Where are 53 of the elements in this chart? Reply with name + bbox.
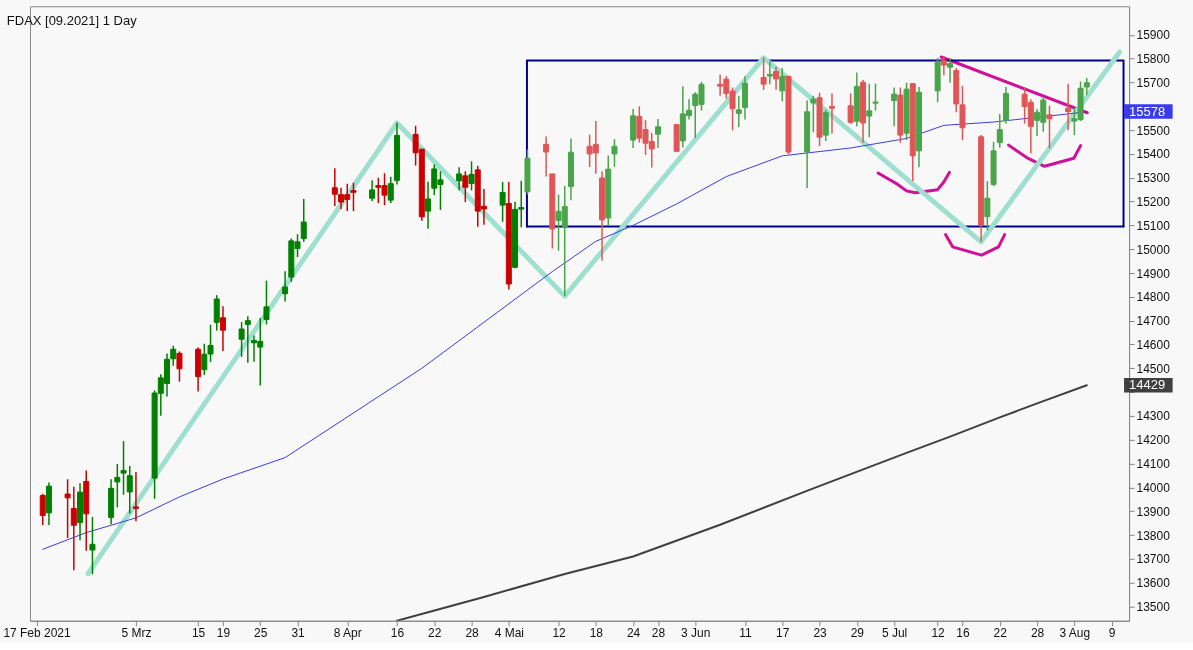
x-tick-label: 8 Apr — [333, 626, 362, 641]
x-tick-label: 4 Mai — [494, 626, 524, 641]
y-tick-label: 13700 — [1136, 552, 1171, 567]
x-tick-label: 25 — [254, 626, 268, 641]
x-tick-label: 31 — [291, 626, 306, 641]
x-tick-label: 11 — [739, 626, 753, 641]
x-tick-label: 17 Feb 2021 — [3, 626, 71, 641]
text: 15578 — [1129, 103, 1166, 119]
y-tick-label: 13900 — [1136, 504, 1171, 519]
x-tick-label: 23 — [813, 626, 828, 641]
x-tick-label: 29 — [850, 626, 865, 641]
x-tick-label: 28 — [465, 626, 480, 641]
x-tick-label: 22 — [428, 626, 442, 641]
y-tick-label: 14100 — [1136, 457, 1171, 472]
x-tick-label: 19 — [216, 626, 231, 641]
y-tick-label: 15300 — [1136, 171, 1171, 186]
y-tick-label: 13800 — [1136, 528, 1171, 543]
y-tick-label: 14800 — [1136, 290, 1171, 305]
y-tick-label: 14200 — [1136, 433, 1171, 448]
x-tick-label: 15 — [191, 626, 206, 641]
y-tick-label: 15700 — [1136, 75, 1171, 90]
x-tick-label: 24 — [626, 626, 641, 641]
x-tick-label: 3 Jun — [681, 626, 711, 641]
x-tick-label: 12 — [552, 626, 567, 641]
x-tick-label: 9 — [1108, 626, 1116, 641]
text: 14429 — [1129, 377, 1166, 393]
y-tick-label: 14000 — [1136, 480, 1171, 495]
x-tick-label: 3 Aug — [1059, 626, 1091, 641]
x-tick-label: 16 — [390, 626, 405, 641]
y-tick-label: 15900 — [1136, 28, 1171, 43]
x-tick-label: 5 Jul — [881, 626, 908, 641]
y-tick-label: 15000 — [1136, 242, 1171, 257]
y-tick-label: 14700 — [1136, 314, 1171, 329]
x-tick-label: 17 — [776, 626, 790, 641]
x-tick-label: 12 — [931, 626, 946, 641]
y-tick-label: 13500 — [1136, 599, 1171, 614]
y-tick-label: 15500 — [1136, 123, 1171, 138]
y-tick-label: 15200 — [1136, 195, 1171, 210]
y-tick-label: 14500 — [1136, 361, 1171, 376]
y-tick-label: 14300 — [1136, 409, 1171, 424]
y-tick-label: 15100 — [1136, 218, 1171, 233]
x-tick-label: 5 Mrz — [121, 626, 152, 641]
y-tick-label: 13600 — [1136, 576, 1171, 591]
x-tick-label: 28 — [1030, 626, 1045, 641]
x-tick-label: 28 — [651, 626, 666, 641]
y-tick-label: 14900 — [1136, 266, 1171, 281]
x-tick-label: 18 — [589, 626, 604, 641]
text: FDAX [09.2021] 1 Day — [6, 13, 138, 29]
y-tick-label: 15400 — [1136, 147, 1171, 162]
y-tick-label: 14600 — [1136, 337, 1171, 352]
x-tick-label: 22 — [993, 626, 1008, 641]
y-tick-label: 15800 — [1136, 52, 1171, 67]
x-tick-label: 16 — [956, 626, 970, 641]
